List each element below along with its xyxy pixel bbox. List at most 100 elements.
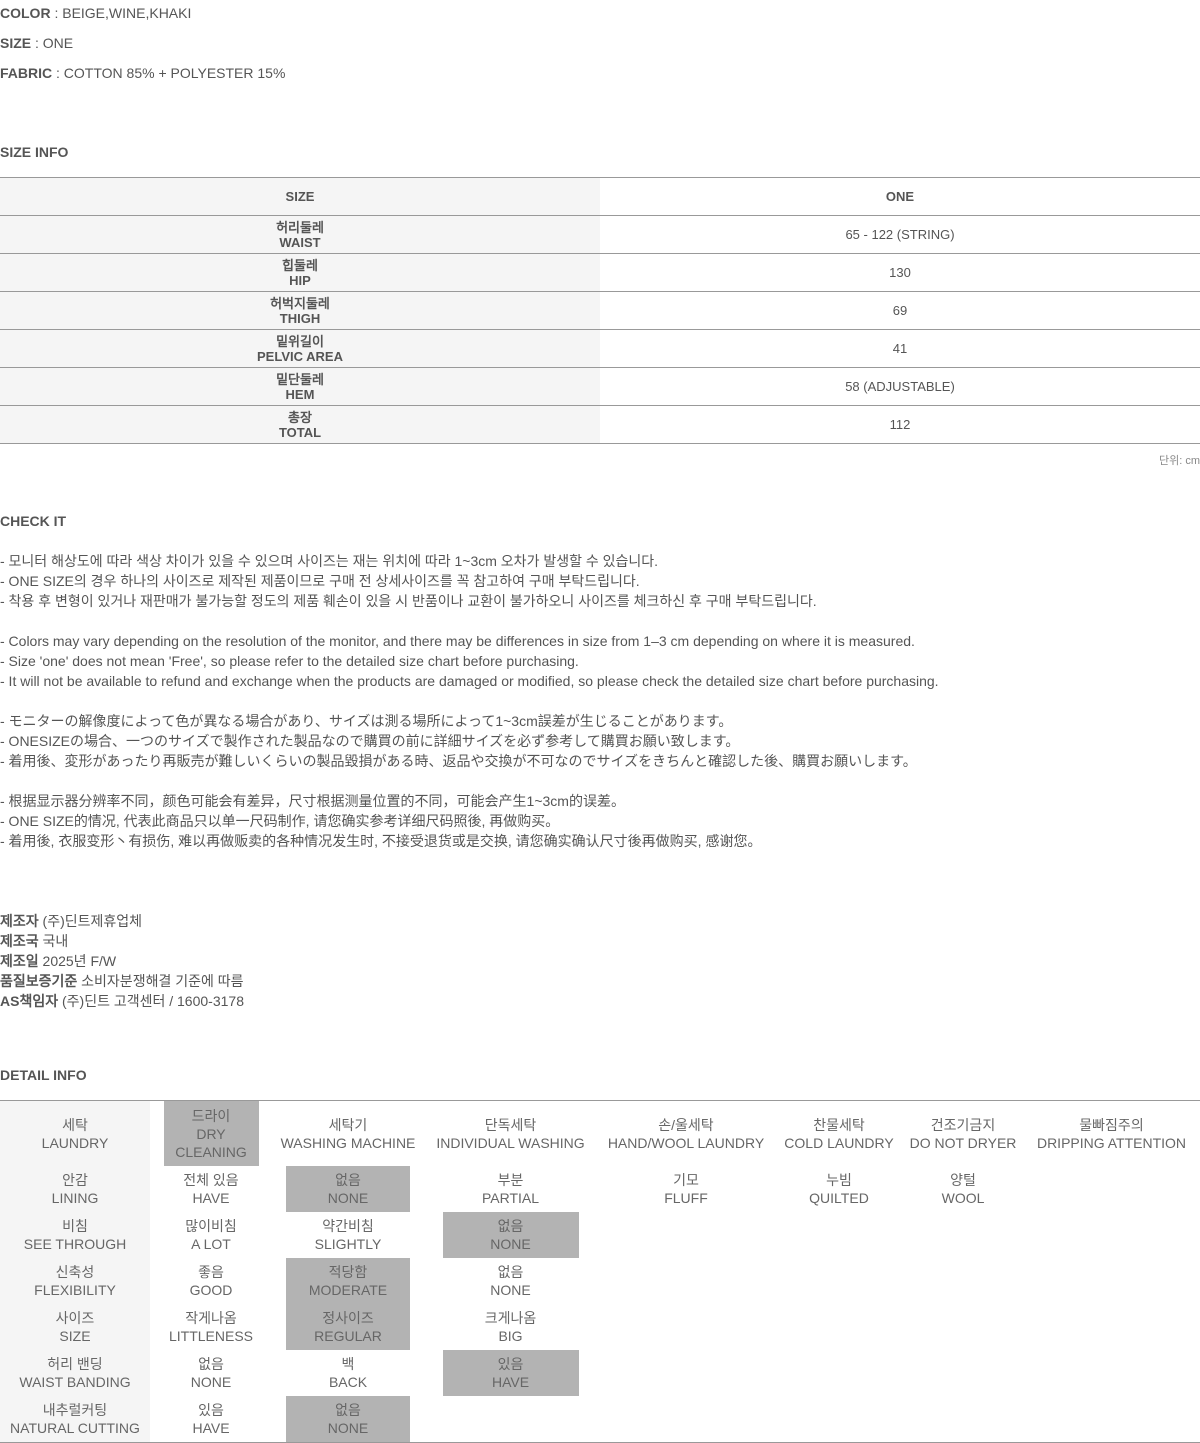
option-text: 있음 HAVE [192,1401,229,1437]
option-text: 건조기금지 DO NOT DRYER [910,1116,1017,1152]
spec-size-value: : ONE [31,35,74,51]
size-value: 130 [600,253,1200,292]
option-line: HAND/WOOL LAUNDRY [607,1134,765,1151]
option-line: 없음 [497,1218,524,1234]
size-label: 총장 TOTAL [0,405,600,444]
option-text: 전체 있음 HAVE [183,1171,238,1207]
detail-option: 작게나옴 LITTLENESS [150,1304,272,1350]
option-line: 있음 [497,1356,524,1372]
selected-option: 적당함 MODERATE [286,1258,410,1304]
detail-row: 신축성 FLEXIBILITY 좋음 GOOD 적당함 MODERATE 없음 NONE [0,1258,1200,1304]
detail-option: 없음 NONE [424,1212,597,1258]
option-text: 찬물세탁 COLD LAUNDRY [784,1116,893,1152]
check-line: - ONE SIZE의 경우 하나의 사이즈로 제작된 제품이므로 구매 전 상… [0,573,640,589]
detail-label: 비침 SEE THROUGH [0,1212,150,1258]
option-text: 없음 NONE [490,1217,530,1253]
detail-option: 드라이 DRY CLEANING [150,1101,272,1166]
manufacturer-value: 국내 [38,933,69,949]
detail-option [597,1350,775,1396]
option-line: 신축성 [55,1264,95,1280]
option-line: 적당함 [328,1264,368,1280]
detail-label: 내추럴커팅 NATURAL CUTTING [0,1396,150,1442]
manufacturer-key: AS책임자 [0,993,59,1009]
option-line: 누빔 [826,1172,852,1188]
manufacturer-row: 제조국 국내 [0,931,244,951]
size-label-en: TOTAL [278,424,322,440]
option-text: 기모 FLUFF [664,1171,708,1207]
option-line: 건조기금지 [930,1116,996,1133]
spec-color-key: COLOR [0,5,51,21]
detail-label: 안감 LINING [0,1166,150,1212]
option-text: 물빠짐주의 DRIPPING ATTENTION [1037,1116,1186,1152]
option-line: 드라이 [191,1107,231,1124]
detail-option: 크게나옴 BIG [424,1304,597,1350]
manufacturer-key: 제조일 [0,953,39,969]
size-label: 허리둘레 WAIST [0,215,600,254]
option-line: 부분 [497,1172,524,1188]
option-line: 손/울세탁 [658,1116,714,1133]
detail-option [775,1258,903,1304]
option-line: 찬물세탁 [813,1116,865,1133]
detail-option: 좋음 GOOD [150,1258,272,1304]
detail-option: 기모 FLUFF [597,1166,775,1212]
detail-option [424,1396,597,1442]
check-line: - モニターの解像度によって色が異なる場合があり、サイズは測る場所によって1~3… [0,713,733,729]
spec-color: COLOR : BEIGE,WINE,KHAKI [0,0,285,28]
size-label-ko: 밑단둘레 [276,371,324,387]
size-value: 112 [600,405,1200,444]
option-line: REGULAR [314,1328,382,1344]
option-line: LINING [51,1190,99,1206]
option-line: HAVE [192,1420,230,1436]
size-table-header: SIZE ONE [0,177,1200,216]
option-line: 백 [341,1356,355,1372]
option-text: 있음 HAVE [492,1355,529,1391]
spec-size-key: SIZE [0,35,32,51]
option-text: 없음 NONE [328,1401,368,1437]
size-row: 밑단둘레 HEM 58 (ADJUSTABLE) [0,367,1200,406]
option-line: 없음 [335,1402,361,1418]
detail-table: 세탁 LAUNDRY 드라이 DRY CLEANING 세탁기 WASHING MACHIN… [0,1100,1200,1443]
check-line: - 根据显示器分辨率不同，颜色可能会有差异，尺寸根据测量位置的不同，可能会产生1… [0,793,625,809]
option-line: 사이즈 [55,1310,95,1326]
option-line: HAVE [491,1374,530,1390]
option-line: 좋음 [198,1264,224,1280]
detail-option [1023,1350,1200,1396]
option-text: 누빔 QUILTED [809,1171,869,1207]
check-line: - 모니터 해상도에 따라 색상 차이가 있을 수 있으며 사이즈는 재는 위치… [0,553,659,569]
detail-option [597,1304,775,1350]
check-line: - 着用後, 衣服变形丶有损伤, 难以再做贩卖的各种情况发生时, 不接受退货或是… [0,833,762,849]
option-text: 세탁 LAUNDRY [42,1116,109,1152]
option-text: 양털 WOOL [942,1171,985,1207]
option-line: 양털 [950,1172,976,1188]
option-line: PARTIAL [481,1190,540,1206]
size-label-en: PELVIC AREA [257,348,343,364]
option-text: 드라이 DRY CLEANING [175,1107,247,1161]
detail-row: 비침 SEE THROUGH 많이비침 A LOT 약간비침 SLIGHTLY 없음 NONE [0,1212,1200,1258]
option-line: BIG [498,1328,523,1344]
detail-option: 세탁기 WASHING MACHINE [272,1101,424,1166]
manufacturer-row: 제조일 2025년 F/W [0,951,244,971]
option-text: 손/울세탁 HAND/WOOL LAUNDRY [608,1116,764,1152]
option-text: 작게나옴 LITTLENESS [169,1309,253,1345]
option-line: 크게나옴 [484,1310,537,1326]
detail-option [597,1258,775,1304]
option-line: 약간비침 [322,1218,374,1234]
option-line: DRY [196,1125,226,1142]
option-text: 비침 SEE THROUGH [24,1217,126,1253]
option-text: 약간비침 SLIGHTLY [315,1217,382,1253]
size-label-en: HIP [289,272,311,288]
size-table: SIZE ONE 허리둘레 WAIST 65 - 122 (STRING) 힙둘레 HIP 1… [0,177,1200,444]
option-line: 전체 있음 [183,1172,239,1188]
detail-option: 있음 HAVE [424,1350,597,1396]
option-line: WOOL [941,1190,985,1206]
detail-label: 사이즈 SIZE [0,1304,150,1350]
spec-list: COLOR : BEIGE,WINE,KHAKI SIZE : ONE FABR… [0,0,285,88]
size-label: 허벅지둘레 THIGH [0,291,600,330]
option-line: FLUFF [664,1190,708,1206]
manufacturer-value: 소비자분쟁해결 기준에 따름 [77,973,244,989]
manufacturer-row: AS책임자 (주)딘트 고객센터 / 1600-3178 [0,991,244,1011]
detail-option: 건조기금지 DO NOT DRYER [903,1101,1023,1166]
selected-option: 드라이 DRY CLEANING [163,1101,259,1166]
manufacturer-value: (주)딘트제휴업체 [38,913,143,929]
option-line: BACK [328,1374,368,1390]
